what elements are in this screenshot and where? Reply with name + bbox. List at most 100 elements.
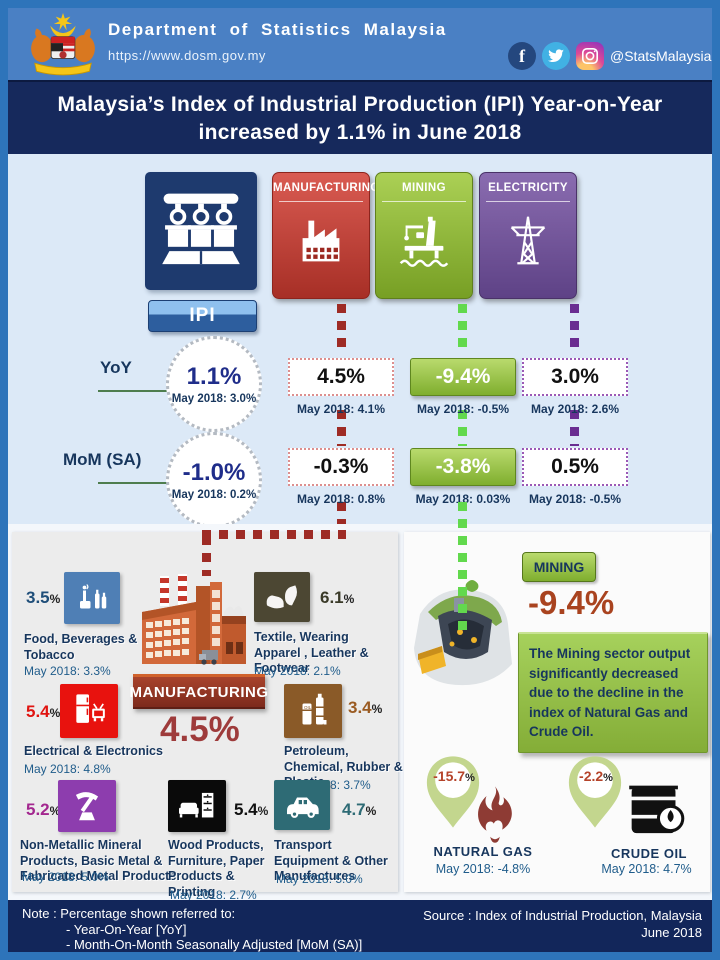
electricity-yoy-box: 3.0% bbox=[522, 358, 628, 396]
yoy-label-line bbox=[98, 390, 170, 392]
electrical-prev: May 2018: 4.8% bbox=[24, 762, 111, 776]
wood-value: 5.4% bbox=[234, 800, 269, 819]
oil-barrel-icon bbox=[626, 782, 686, 843]
manufacturing-dash-stub bbox=[202, 536, 211, 576]
manufacturing-total-value: 4.5% bbox=[160, 710, 240, 749]
natural-gas-label: NATURAL GAS bbox=[433, 844, 533, 859]
yoy-row-label: YoY bbox=[100, 358, 132, 377]
card-electricity: ELECTRICITY bbox=[479, 172, 577, 299]
title-banner: Malaysia’s Index of Industrial Productio… bbox=[8, 80, 712, 156]
card-manufacturing-title: MANUFACTURING bbox=[273, 182, 380, 194]
food-label: Food, Beverages & Tobacco bbox=[24, 632, 138, 662]
electricity-dash-2 bbox=[570, 410, 579, 446]
natural-gas-pin-icon: -15.7% bbox=[422, 754, 484, 835]
electrical-value: 5.4% bbox=[26, 702, 61, 721]
facebook-icon[interactable]: f bbox=[508, 42, 536, 70]
manufacturing-dash-2 bbox=[337, 410, 346, 446]
car-icon bbox=[274, 780, 330, 830]
crude-oil-label: CRUDE OIL bbox=[611, 846, 687, 861]
ipi-mom-value: -1.0% bbox=[182, 459, 246, 486]
pickaxe-icon bbox=[58, 780, 116, 832]
ipi-yoy-prev: May 2018: 3.0% bbox=[171, 393, 257, 405]
title-line2: increased by 1.1% in June 2018 bbox=[198, 121, 522, 144]
manufacturing-yoy-prev: May 2018: 4.1% bbox=[296, 402, 386, 416]
ipi-yoy-value: 1.1% bbox=[186, 363, 242, 390]
card-electricity-title: ELECTRICITY bbox=[488, 182, 568, 194]
ipi-button: IPI bbox=[148, 300, 257, 332]
mining-dash-1 bbox=[458, 304, 467, 354]
electricity-mom-box: 0.5% bbox=[522, 448, 628, 486]
mom-label-line bbox=[98, 482, 170, 484]
footer-bar: Note : Percentage shown referred to: - Y… bbox=[8, 900, 712, 952]
mining-yoy-prev: May 2018: -0.5% bbox=[416, 402, 510, 416]
textile-value: 6.1% bbox=[320, 588, 355, 607]
natural-gas-prev: May 2018: -4.8% bbox=[435, 862, 531, 876]
textile-label: Textile, Wearing Apparel , Leather & Foo… bbox=[254, 630, 369, 676]
food-value: 3.5% bbox=[26, 588, 61, 607]
title-line1: Malaysia’s Index of Industrial Productio… bbox=[57, 93, 663, 116]
manufacturing-dash-3 bbox=[337, 502, 346, 534]
org-name: Department of Statistics Malaysia bbox=[108, 20, 447, 39]
footer-note-title: Note : Percentage shown referred to: bbox=[22, 906, 236, 921]
furniture-icon bbox=[168, 780, 226, 832]
oil-rig-icon bbox=[376, 209, 472, 271]
ipi-yoy-circle: 1.1% May 2018: 3.0% bbox=[166, 336, 262, 432]
mining-badge: MINING bbox=[522, 552, 596, 582]
food-beverage-icon bbox=[64, 572, 120, 624]
footer-note-yoy: - Year-On-Year [YoY] bbox=[66, 922, 187, 937]
org-url[interactable]: https://www.dosm.gov.my bbox=[108, 48, 266, 63]
crude-oil-prev: May 2018: 4.7% bbox=[601, 862, 692, 876]
manufacturing-mom-prev: May 2018: 0.8% bbox=[296, 492, 386, 506]
manufacturing-panel: 3.5% Food, Beverages & Tobacco May 2018:… bbox=[12, 532, 403, 902]
manufacturing-dash-elbow bbox=[202, 530, 346, 539]
mining-yoy-box: -9.4% bbox=[410, 358, 516, 396]
footer-source: Source : Index of Industrial Production,… bbox=[423, 908, 702, 923]
electricity-yoy-prev: May 2018: 2.6% bbox=[530, 402, 620, 416]
svg-text:OIL: OIL bbox=[304, 705, 312, 710]
electrical-label: Electrical & Electronics bbox=[24, 744, 163, 758]
transport-prev: May 2018: 5.0% bbox=[276, 872, 363, 886]
wood-label: Wood Products, Furniture, Paper Products… bbox=[168, 838, 265, 899]
social-handle[interactable]: @StatsMalaysia bbox=[610, 48, 712, 64]
mining-description: The Mining sector output significantly d… bbox=[518, 632, 708, 753]
nonmetallic-label: Non-Metallic Mineral Products, Basic Met… bbox=[20, 838, 177, 884]
crude-oil-pin-icon: -2.2% bbox=[564, 754, 626, 835]
wood-prev: May 2018: 2.7% bbox=[170, 888, 257, 902]
manufacturing-banner: MANUFACTURING bbox=[130, 674, 268, 709]
electricity-mom-prev: May 2018: -0.5% bbox=[528, 492, 622, 506]
nonmetallic-value: 5.2% bbox=[26, 800, 61, 819]
ipi-mom-prev: May 2018: 0.2% bbox=[171, 489, 257, 501]
appliances-icon bbox=[60, 684, 118, 738]
manufacturing-mom-box: -0.3% bbox=[288, 448, 394, 486]
instagram-icon[interactable] bbox=[576, 42, 604, 70]
factory-icon bbox=[273, 209, 369, 271]
twitter-icon[interactable] bbox=[542, 42, 570, 70]
footwear-icon bbox=[254, 572, 310, 622]
natural-gas-value: -15.7% bbox=[433, 768, 475, 784]
textile-prev: May 2018: 2.1% bbox=[254, 664, 341, 678]
chemical-tanks-icon: OIL bbox=[284, 684, 342, 738]
ipi-machinery-icon bbox=[145, 172, 257, 290]
ipi-mom-circle: -1.0% May 2018: 0.2% bbox=[166, 432, 262, 528]
petroleum-value: 3.4% bbox=[348, 698, 383, 717]
mining-dash-2 bbox=[458, 410, 467, 446]
food-prev: May 2018: 3.3% bbox=[24, 664, 111, 678]
card-mining: MINING bbox=[375, 172, 473, 299]
mining-detail-panel: MINING -9.4% The Mining sector output si… bbox=[404, 532, 710, 892]
electricity-dash-1 bbox=[570, 304, 579, 354]
malaysia-coat-of-arms-icon bbox=[22, 12, 104, 81]
mom-row-label: MoM (SA) bbox=[63, 450, 142, 469]
power-pylon-icon bbox=[480, 209, 576, 271]
mining-dash-3 bbox=[458, 502, 467, 630]
mining-mom-box: -3.8% bbox=[410, 448, 516, 486]
footer-date: June 2018 bbox=[641, 925, 702, 940]
transport-label: Transport Equipment & Other Manufactures bbox=[274, 838, 388, 884]
nonmetallic-prev: May 2018: 5.0% bbox=[22, 870, 109, 884]
factory-illustration bbox=[138, 572, 250, 681]
flame-icon bbox=[466, 784, 524, 849]
manufacturing-dash-1 bbox=[337, 304, 346, 354]
manufacturing-yoy-box: 4.5% bbox=[288, 358, 394, 396]
mining-mom-prev: May 2018: 0.03% bbox=[415, 492, 511, 506]
footer-note-mom: - Month-On-Month Seasonally Adjusted [Mo… bbox=[66, 937, 363, 952]
